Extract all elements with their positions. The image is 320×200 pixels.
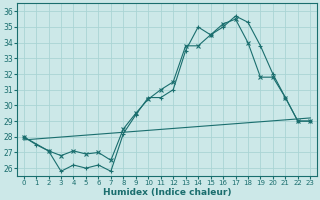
X-axis label: Humidex (Indice chaleur): Humidex (Indice chaleur) bbox=[103, 188, 231, 197]
